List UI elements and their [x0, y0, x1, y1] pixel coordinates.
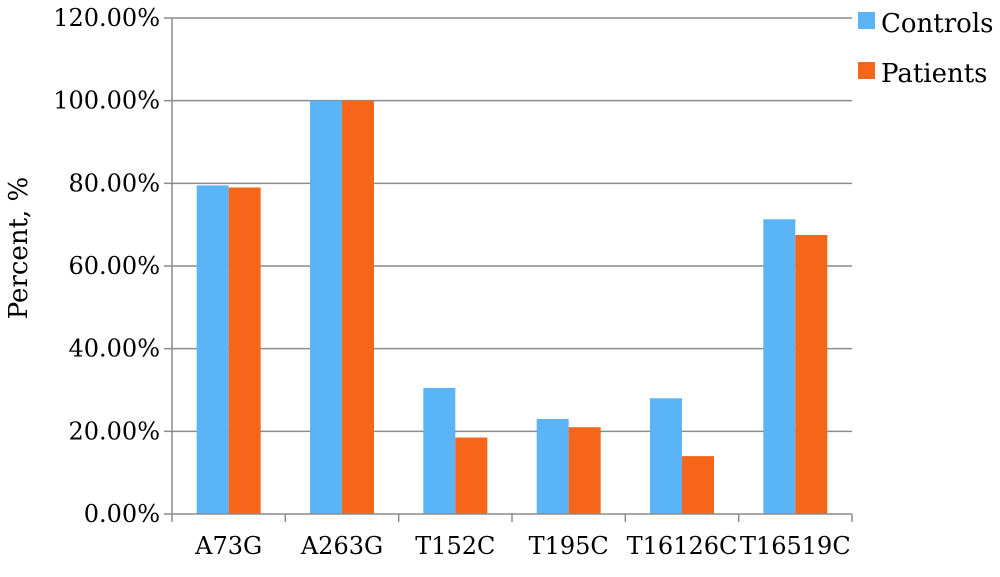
x-tick-label: T16126C: [627, 532, 738, 560]
x-tick-labels: A73G A263G T152C T195C T16126C T16519C: [194, 532, 851, 560]
bar-controls-t16126c: [650, 398, 682, 514]
bar-controls-t195c: [536, 418, 569, 514]
bars: [196, 100, 828, 515]
bar-patients-t152c: [455, 437, 488, 514]
axes: [171, 18, 853, 522]
x-tick-label: T152C: [415, 532, 495, 560]
x-tick-label: T16519C: [740, 532, 851, 560]
y-tick-label: 60.00%: [68, 252, 160, 280]
legend-label-controls: Controls: [881, 9, 993, 39]
x-tick-label: A263G: [300, 532, 383, 560]
y-tick-label: 20.00%: [68, 417, 160, 445]
y-tick-labels: 0.00% 20.00% 40.00% 60.00% 80.00% 100.00% 120.…: [53, 4, 160, 528]
bar-patients-t195c: [568, 427, 601, 514]
y-tick-label: 40.00%: [68, 335, 160, 363]
legend: Controls Patients: [858, 9, 993, 89]
y-tick-label: 120.00%: [53, 4, 160, 32]
y-tick-label: 0.00%: [84, 500, 160, 528]
legend-swatch-patients: [858, 62, 875, 79]
bar-patients-t16519c: [795, 235, 828, 514]
bar-patients-a73g: [228, 187, 261, 514]
bar-patients-a263g: [342, 100, 374, 515]
x-tick-label: A73G: [194, 532, 262, 560]
y-tick-label: 100.00%: [53, 87, 160, 115]
y-axis-title: Percent, %: [4, 177, 34, 320]
grid-lines: [164, 17, 852, 515]
bar-controls-a263g: [310, 100, 342, 515]
bar-controls-t16519c: [763, 219, 796, 514]
bar-controls-t152c: [423, 387, 456, 514]
legend-swatch-controls: [858, 12, 875, 29]
bar-patients-t16126c: [682, 456, 714, 514]
x-tick-label: T195C: [529, 532, 609, 560]
legend-label-patients: Patients: [881, 59, 988, 89]
y-tick-label: 80.00%: [68, 169, 160, 197]
bar-controls-a73g: [196, 185, 229, 514]
